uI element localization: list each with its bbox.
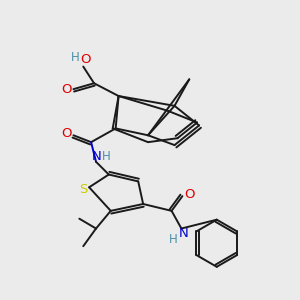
Text: O: O xyxy=(80,53,91,66)
Text: H: H xyxy=(71,51,80,64)
Text: H: H xyxy=(101,150,110,164)
Text: O: O xyxy=(184,188,194,201)
Text: H: H xyxy=(169,233,178,246)
Text: S: S xyxy=(79,183,87,196)
Text: N: N xyxy=(178,227,188,240)
Text: O: O xyxy=(61,82,72,96)
Text: N: N xyxy=(92,150,102,164)
Text: O: O xyxy=(61,127,72,140)
